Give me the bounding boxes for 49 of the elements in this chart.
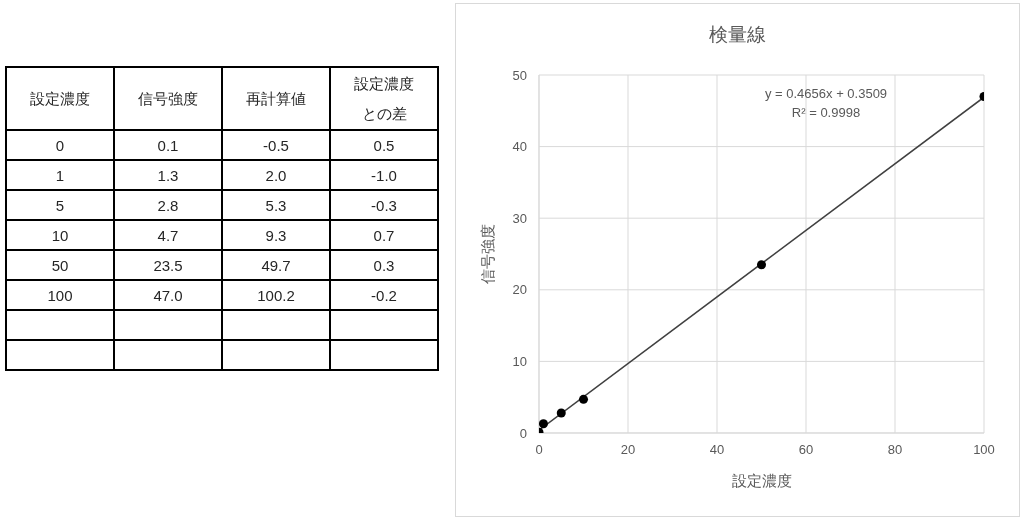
text: 5: [55, 196, 65, 214]
text: 9.3: [265, 226, 287, 244]
text: 1.3: [157, 166, 179, 184]
y-tick-label: 30: [512, 210, 527, 226]
point: [756, 260, 767, 270]
point: [578, 394, 589, 404]
y-tick-label: 10: [512, 354, 527, 370]
text: 4.7: [157, 226, 179, 244]
text: 47.0: [153, 286, 183, 304]
annotation: y = 0.4656x + 0.3509: [764, 86, 888, 101]
x-tick-label: 100: [973, 442, 995, 458]
text: 23.5: [153, 256, 183, 274]
text: 2.8: [157, 196, 179, 214]
category-label: 再計算値: [246, 89, 306, 107]
y-tick-label: 20: [512, 282, 527, 298]
text: -0.2: [371, 286, 397, 304]
x-tick-label: 80: [887, 442, 903, 458]
y-tick-label: 40: [512, 139, 527, 155]
text: 0: [55, 136, 65, 154]
text: 10: [51, 226, 69, 244]
text: 0.1: [157, 136, 179, 154]
text: -0.5: [263, 136, 289, 154]
text: 100.2: [257, 286, 295, 304]
x-axis-title: 設定濃度: [731, 472, 792, 489]
x-tick-label: 20: [620, 442, 636, 458]
x-tick-label: 40: [709, 442, 725, 458]
category-label: 信号強度: [138, 89, 198, 107]
text: 50: [51, 256, 69, 274]
text: 0.3: [373, 256, 395, 274]
text: 2.0: [265, 166, 287, 184]
category-label: 設定濃度: [30, 89, 90, 107]
point: [556, 408, 566, 418]
annotation: R² = 0.9998: [791, 105, 861, 120]
y-tick-label: 50: [512, 67, 527, 83]
text: 1: [55, 166, 65, 184]
text: 100: [47, 286, 73, 304]
x-tick-label: 60: [798, 442, 814, 458]
chart-title: 検量線: [709, 24, 766, 45]
text: 0.7: [373, 226, 395, 244]
y-axis-title: 信号強度: [479, 224, 496, 284]
x-tick-label: 0: [535, 442, 543, 458]
text: -1.0: [371, 166, 397, 184]
text: -0.3: [371, 196, 397, 214]
text: 49.7: [261, 256, 291, 274]
point: [539, 419, 548, 429]
category-label: 設定濃度との差: [354, 74, 414, 122]
y-tick-label: 0: [519, 425, 527, 441]
text: 5.3: [265, 196, 287, 214]
text: 0.5: [373, 136, 395, 154]
